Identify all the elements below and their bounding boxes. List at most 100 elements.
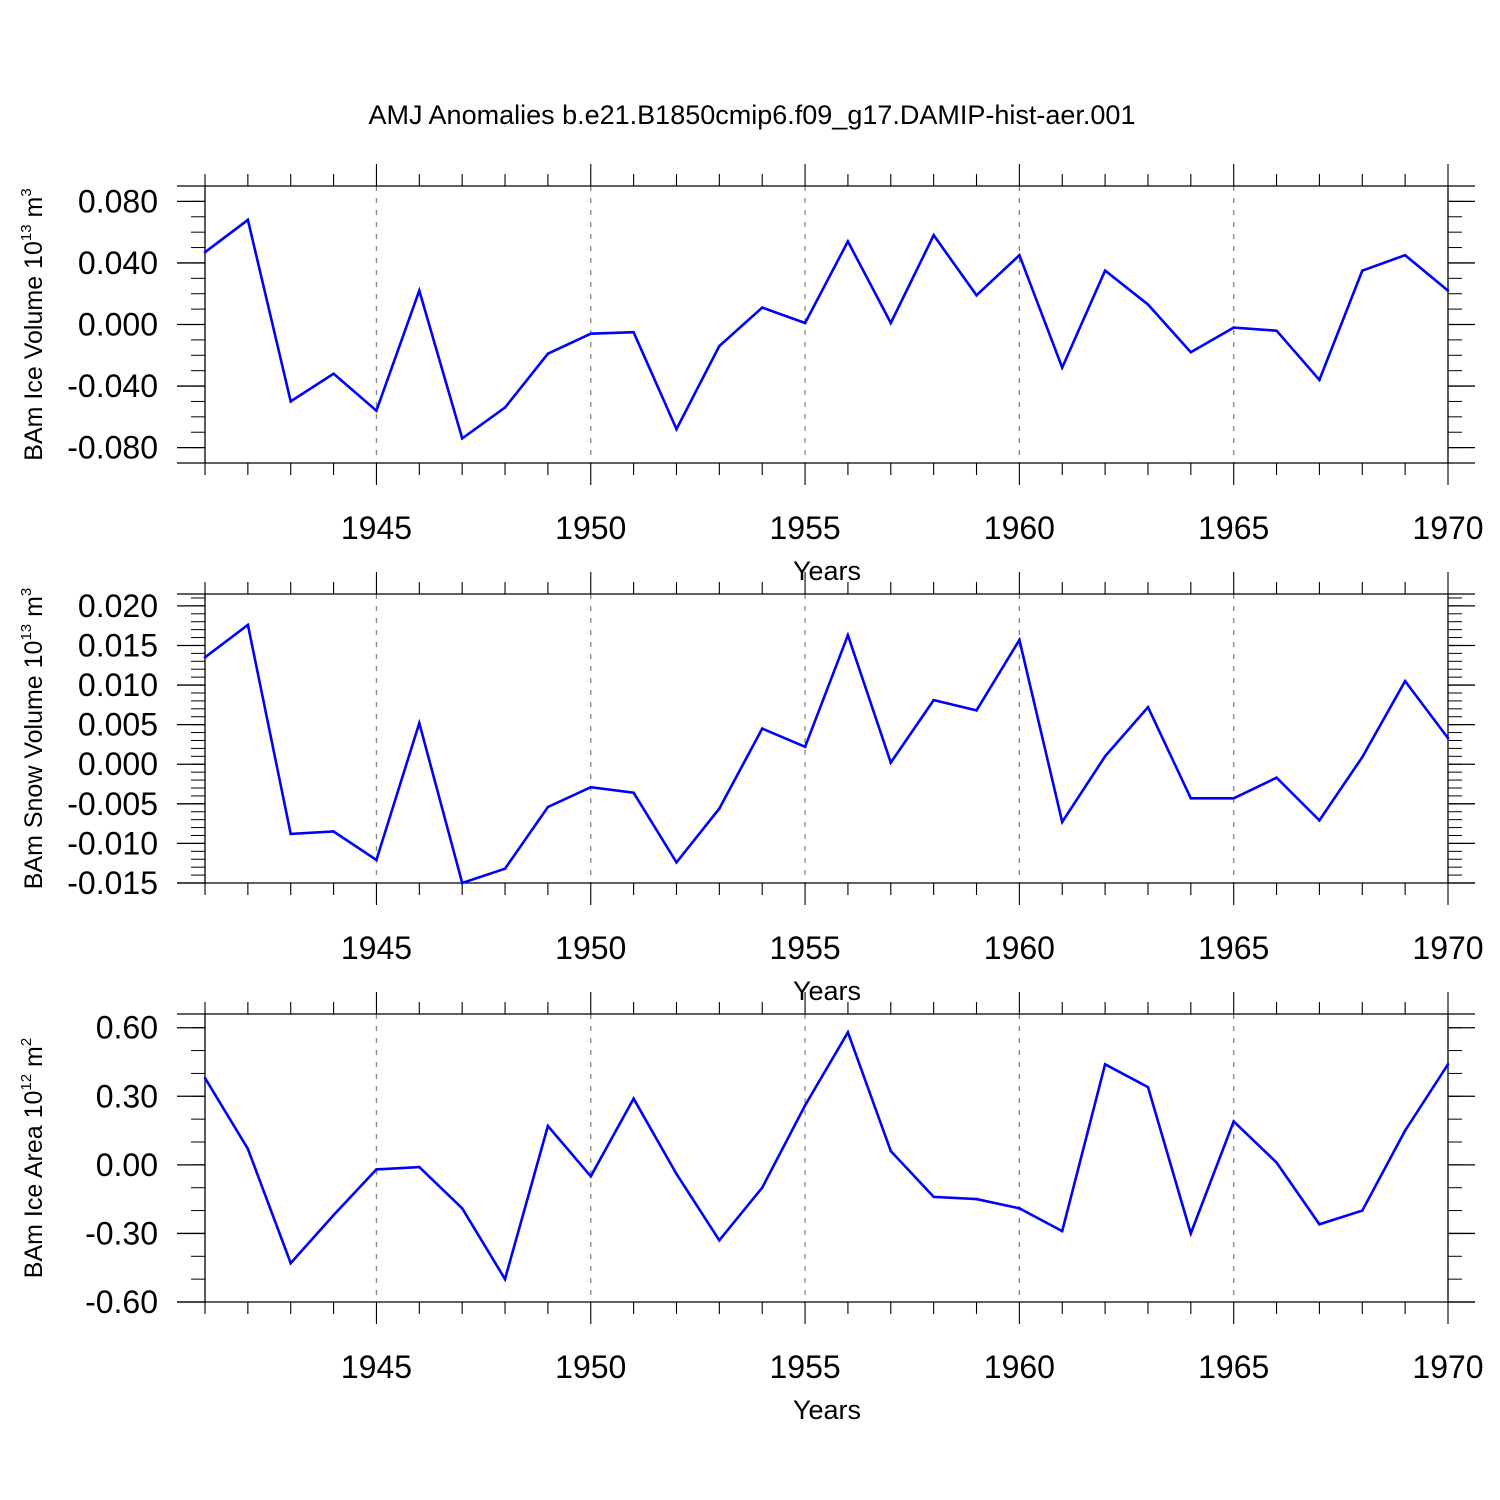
y-label-text: BAm Ice Area 10: [20, 1091, 48, 1279]
data-point-1950: [589, 332, 593, 336]
data-point-1946: [418, 721, 421, 725]
data-point-1945: [375, 1168, 378, 1171]
data-point-1946: [418, 1165, 421, 1169]
panel-3: 0.60 0.30 0.00 -0.30 -0.60 1945 1950 1955 1960 19…: [18, 992, 1484, 1425]
y-axis-label: BAm Ice Volume 1013 m3: [18, 188, 48, 460]
data-point-1951: [632, 791, 635, 795]
data-point-1956: [846, 1030, 850, 1034]
x-tick-label: 1955: [769, 930, 840, 966]
data-point-1945: [375, 409, 378, 412]
data-point-1958: [932, 233, 935, 237]
x-tick-label: 1960: [984, 930, 1055, 966]
data-point-1945: [375, 858, 378, 862]
data-point-1948: [503, 406, 507, 409]
data-point-1964: [1189, 796, 1193, 800]
data-point-1943: [289, 400, 293, 403]
data-point-1967: [1318, 819, 1321, 822]
data-point-1968: [1360, 1209, 1364, 1212]
data-point-1961: [1060, 1229, 1064, 1233]
data-point-1941: [203, 656, 207, 659]
data-point-1969: [1403, 1129, 1407, 1132]
data-point-1943: [289, 832, 293, 836]
data-point-1951: [632, 1097, 635, 1100]
data-point-1958: [932, 1195, 935, 1199]
data-point-1966: [1275, 776, 1278, 779]
data-point-1956: [846, 240, 850, 243]
data-point-1960: [1018, 1206, 1021, 1210]
data-point-1942: [246, 1147, 250, 1151]
data-point-1961: [1060, 366, 1064, 369]
data-point-1959: [975, 709, 978, 712]
series-line: [204, 622, 1450, 885]
figure-title: AMJ Anomalies b.e21.B1850cmip6.f09_g17.D…: [369, 100, 1136, 130]
data-point-1962: [1103, 269, 1107, 272]
data-point-1954: [760, 1186, 764, 1190]
data-point-1967: [1318, 378, 1321, 382]
data-point-1962: [1103, 755, 1107, 758]
data-point-1970: [1446, 289, 1450, 292]
x-axis-label: Years: [793, 1395, 861, 1425]
y-label-unit: m: [20, 197, 48, 225]
y-label-unit-exponent: 3: [18, 588, 35, 596]
data-point-1966: [1275, 1161, 1278, 1164]
data-point-1949: [546, 805, 550, 809]
data-point-1968: [1360, 755, 1364, 759]
data-point-1953: [718, 807, 721, 810]
data-point-1957: [889, 1149, 893, 1153]
data-point-1968: [1360, 269, 1364, 272]
panels: 0.080 0.040 0.000 -0.040 -0.080 1945 1950 1955 1…: [18, 164, 1484, 1425]
data-point-1961: [1060, 820, 1064, 824]
y-tick-label: -0.010: [67, 825, 158, 861]
data-point-1944: [332, 830, 335, 833]
data-point-1952: [675, 427, 678, 431]
y-label-exponent: 13: [18, 624, 35, 641]
data-point-1955: [803, 1104, 807, 1107]
data-point-1970: [1446, 1062, 1450, 1066]
data-point-1953: [718, 1238, 721, 1242]
data-point-1957: [889, 761, 893, 764]
x-tick-label: 1965: [1198, 510, 1269, 546]
x-tick-label: 1950: [555, 1349, 626, 1385]
y-label-unit-exponent: 3: [18, 188, 35, 196]
x-axis-label: Years: [793, 976, 861, 1006]
y-tick-label: 0.000: [78, 307, 158, 343]
y-tick-label: -0.040: [67, 368, 158, 404]
data-point-1954: [760, 727, 764, 730]
data-point-1949: [546, 1124, 550, 1128]
data-point-1947: [460, 1206, 464, 1210]
x-tick-label: 1965: [1198, 930, 1269, 966]
y-label-unit-exponent: 2: [18, 1038, 35, 1046]
y-tick-label: 0.010: [78, 667, 158, 703]
data-point-1959: [975, 1197, 978, 1201]
data-point-1958: [932, 698, 935, 702]
x-tick-label: 1955: [769, 1349, 840, 1385]
x-axis-label: Years: [793, 556, 861, 586]
data-point-1952: [675, 861, 678, 864]
y-axis-label: BAm Snow Volume 1013 m3: [18, 588, 48, 890]
series-line: [204, 217, 1449, 441]
data-point-1943: [289, 1261, 293, 1265]
data-point-1952: [675, 1172, 678, 1176]
y-tick-label: -0.015: [67, 865, 158, 901]
data-point-1949: [546, 352, 550, 356]
y-label-exponent: 12: [18, 1074, 35, 1091]
data-point-1965: [1232, 1120, 1235, 1123]
data-point-1956: [846, 633, 850, 637]
data-point-1955: [803, 745, 807, 749]
data-point-1950: [589, 785, 593, 789]
data-point-1948: [503, 1277, 507, 1281]
data-point-1963: [1146, 705, 1150, 709]
data-point-1964: [1189, 350, 1193, 354]
x-tick-label: 1945: [341, 930, 412, 966]
data-point-1962: [1103, 1062, 1107, 1066]
y-tick-label: 0.30: [96, 1078, 158, 1114]
y-label-text: BAm Snow Volume 10: [20, 641, 48, 890]
y-tick-label: 0.040: [78, 245, 158, 281]
data-point-1950: [589, 1174, 593, 1178]
data-point-1946: [418, 289, 421, 292]
y-tick-label: 0.080: [78, 183, 158, 219]
data-point-1960: [1018, 253, 1021, 257]
x-tick-label: 1960: [984, 1349, 1055, 1385]
data-point-1970: [1446, 736, 1450, 740]
